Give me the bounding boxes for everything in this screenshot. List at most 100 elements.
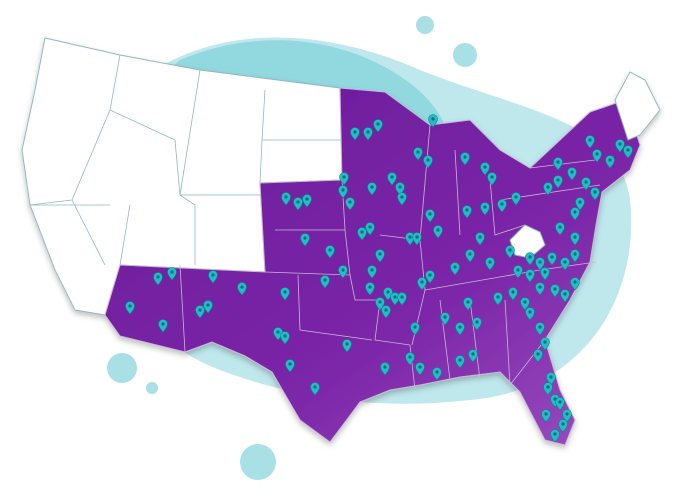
pin-dot: [544, 412, 548, 416]
location-pin: [623, 145, 633, 159]
pin-dot: [305, 197, 309, 201]
location-pin: [208, 270, 218, 284]
pin-dot: [488, 260, 492, 264]
pin-dot: [283, 290, 287, 294]
pin-dot: [573, 210, 577, 214]
location-pin: [375, 249, 385, 263]
pin-dot: [400, 195, 404, 199]
location-pin: [325, 245, 335, 259]
pin-dot: [556, 160, 560, 164]
location-pin: [415, 362, 425, 376]
location-pin: [615, 139, 625, 153]
pin-dot: [366, 130, 370, 134]
location-pin: [525, 252, 535, 266]
pin-dot: [538, 325, 542, 329]
location-pin: [567, 167, 577, 181]
pin-dot: [156, 275, 160, 279]
location-pin: [462, 205, 472, 219]
pin-dot: [408, 235, 412, 239]
location-pin: [433, 225, 443, 239]
location-pin: [342, 339, 352, 353]
pin-dot: [471, 352, 475, 356]
location-pin: [570, 277, 580, 291]
pin-dot: [198, 308, 202, 312]
pin-dot: [558, 225, 562, 229]
location-pin: [367, 265, 377, 279]
location-pin: [158, 319, 168, 333]
location-pin: [550, 429, 560, 443]
location-pin: [508, 287, 518, 301]
pin-dot: [240, 285, 244, 289]
pin-dot: [563, 260, 567, 264]
location-pin: [375, 297, 385, 311]
location-pin: [487, 172, 497, 186]
location-pin: [553, 157, 563, 171]
location-pins: [125, 114, 633, 443]
location-pin: [425, 209, 435, 223]
location-pin: [417, 277, 427, 291]
pin-dot: [556, 178, 560, 182]
maine: [614, 71, 661, 141]
pin-dot: [496, 295, 500, 299]
location-pin: [237, 282, 247, 296]
location-pin: [560, 257, 570, 271]
pin-dot: [328, 248, 332, 252]
location-pin: [540, 267, 550, 281]
pin-dot: [206, 303, 210, 307]
pin-dot: [341, 268, 345, 272]
location-pin: [590, 187, 600, 201]
pin-dot: [413, 325, 417, 329]
location-pin: [195, 305, 205, 319]
pin-dot: [558, 400, 562, 404]
location-pin: [338, 185, 348, 199]
location-pin: [525, 269, 535, 283]
location-pin: [570, 207, 580, 221]
location-pin: [555, 397, 565, 411]
location-pin: [425, 270, 435, 284]
pin-dot: [468, 252, 472, 256]
pin-dot: [376, 122, 380, 126]
pin-dot: [426, 158, 430, 162]
location-pin: [285, 359, 295, 373]
pin-dot: [538, 260, 542, 264]
pin-dot: [323, 278, 327, 282]
location-pin: [350, 127, 360, 141]
location-pin: [203, 300, 213, 314]
location-pin: [570, 249, 580, 263]
location-pin: [493, 292, 503, 306]
pin-dot: [283, 334, 287, 338]
location-pin: [520, 297, 530, 311]
pin-dot: [588, 138, 592, 142]
pin-dot: [528, 310, 532, 314]
location-pin: [432, 367, 442, 381]
location-pin: [412, 232, 422, 246]
location-pin: [525, 307, 535, 321]
pin-dot: [420, 280, 424, 284]
pin-dot: [543, 340, 547, 344]
location-pin: [543, 182, 553, 196]
pin-dot: [553, 432, 557, 436]
pin-dot: [500, 202, 504, 206]
pin-dot: [570, 170, 574, 174]
location-pin: [472, 317, 482, 331]
pin-dot: [368, 285, 372, 289]
pin-dot: [516, 268, 520, 272]
location-pin: [280, 287, 290, 301]
location-pin: [592, 149, 602, 163]
pin-dot: [378, 252, 382, 256]
pin-dot: [345, 342, 349, 346]
location-pin: [387, 172, 397, 186]
location-pin: [511, 192, 521, 206]
location-pin: [293, 197, 303, 211]
pin-dot: [483, 205, 487, 209]
pin-dot: [565, 412, 569, 416]
pin-dot: [368, 225, 372, 229]
pin-dot: [398, 185, 402, 189]
pin-dot: [211, 273, 215, 277]
location-pin: [465, 249, 475, 263]
pin-dot: [553, 287, 557, 291]
dot: [107, 353, 137, 383]
pin-dot: [528, 255, 532, 259]
